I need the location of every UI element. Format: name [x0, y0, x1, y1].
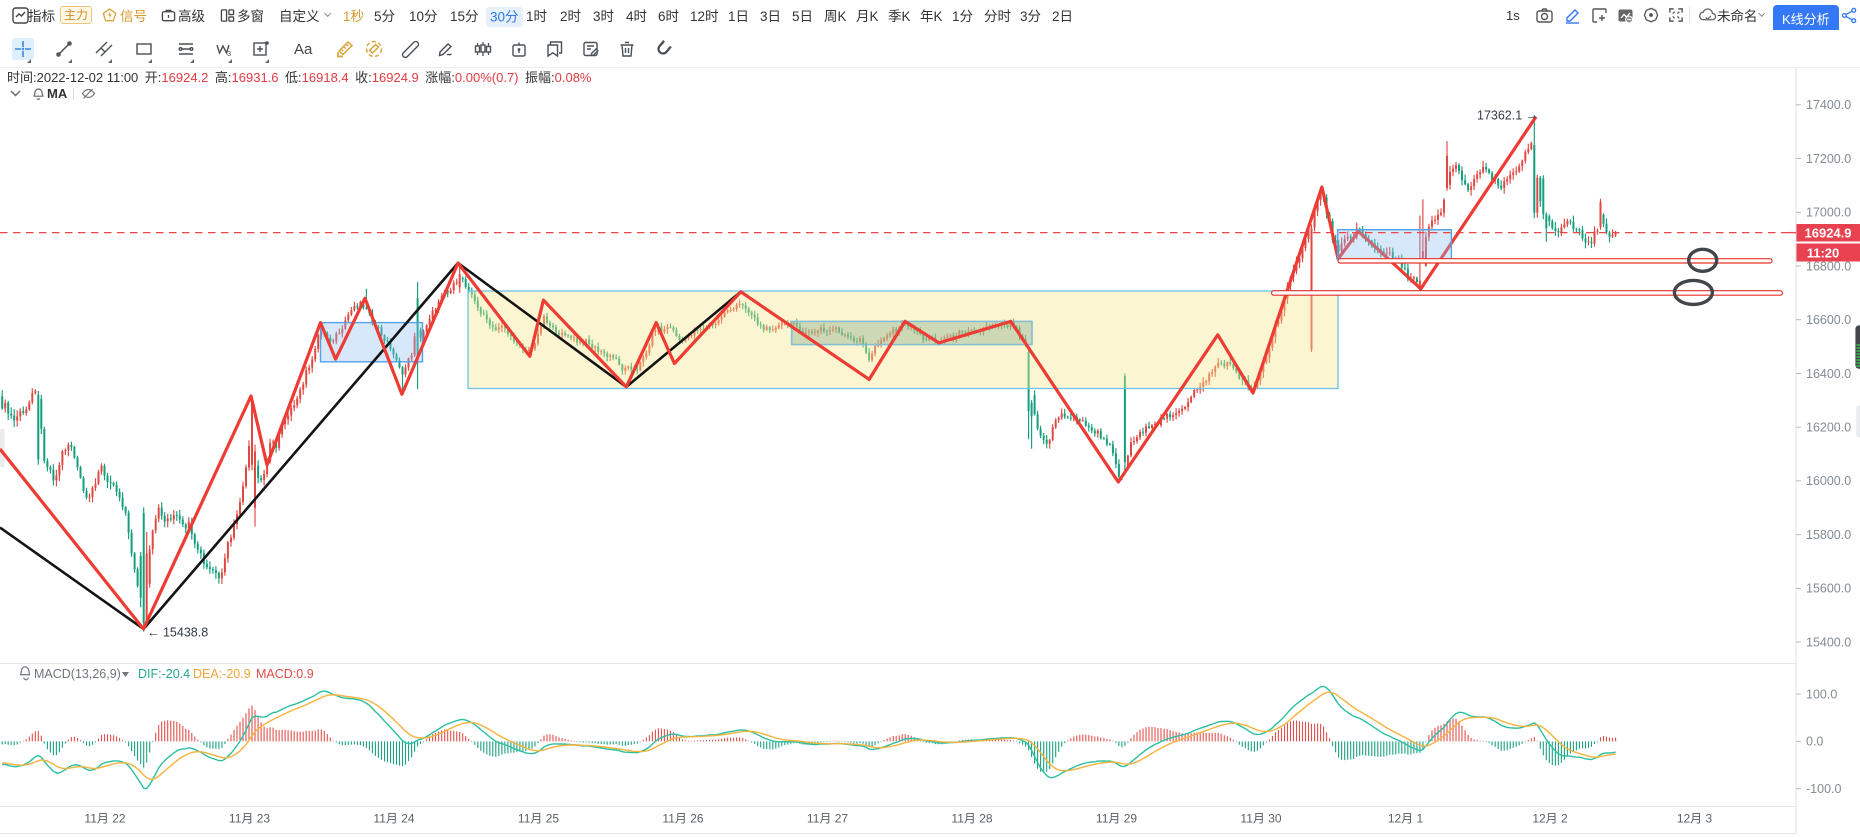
svg-text:12月 3: 12月 3 — [1677, 812, 1713, 826]
svg-text:16924.9: 16924.9 — [1805, 225, 1852, 240]
svg-text:100.0: 100.0 — [1806, 687, 1837, 701]
svg-text:12月 2: 12月 2 — [1532, 812, 1568, 826]
svg-text:16000.0: 16000.0 — [1806, 474, 1851, 488]
svg-text:MACD:0.9: MACD:0.9 — [256, 667, 314, 681]
svg-text:16800.0: 16800.0 — [1806, 259, 1851, 273]
svg-text:11月 25: 11月 25 — [518, 812, 559, 826]
svg-text:15600.0: 15600.0 — [1806, 582, 1851, 596]
svg-text:-100.0: -100.0 — [1806, 782, 1841, 796]
svg-text:11:20: 11:20 — [1807, 245, 1840, 260]
svg-text:17362.1 →: 17362.1 → — [1477, 109, 1538, 123]
svg-text:17200.0: 17200.0 — [1806, 152, 1851, 166]
svg-text:16600.0: 16600.0 — [1806, 313, 1851, 327]
svg-text:3: 3 — [227, 49, 231, 58]
svg-text:11月 29: 11月 29 — [1096, 812, 1137, 826]
svg-text:11月 24: 11月 24 — [373, 812, 414, 826]
svg-text:11月 22: 11月 22 — [84, 812, 125, 826]
svg-text:12月 1: 12月 1 — [1388, 812, 1424, 826]
svg-text:Aa: Aa — [294, 41, 313, 58]
svg-text:11月 30: 11月 30 — [1240, 812, 1281, 826]
svg-text:11月 23: 11月 23 — [229, 812, 270, 826]
svg-text:0.0: 0.0 — [1806, 735, 1823, 749]
svg-text:MACD(13,26,9): MACD(13,26,9) — [34, 667, 121, 681]
svg-text:15800.0: 15800.0 — [1806, 528, 1851, 542]
svg-text:11月 26: 11月 26 — [662, 812, 703, 826]
svg-text:17000.0: 17000.0 — [1806, 206, 1851, 220]
svg-text:11月 27: 11月 27 — [807, 812, 848, 826]
svg-text:16400.0: 16400.0 — [1806, 367, 1851, 381]
svg-text:16200.0: 16200.0 — [1806, 421, 1851, 435]
svg-text:DEA:-20.9: DEA:-20.9 — [193, 667, 251, 681]
svg-text:DIF:-20.4: DIF:-20.4 — [138, 667, 190, 681]
svg-text:15400.0: 15400.0 — [1806, 635, 1851, 649]
svg-text:← 15438.8: ← 15438.8 — [147, 626, 208, 640]
svg-text:17400.0: 17400.0 — [1806, 98, 1851, 112]
svg-text:11月 28: 11月 28 — [951, 812, 992, 826]
